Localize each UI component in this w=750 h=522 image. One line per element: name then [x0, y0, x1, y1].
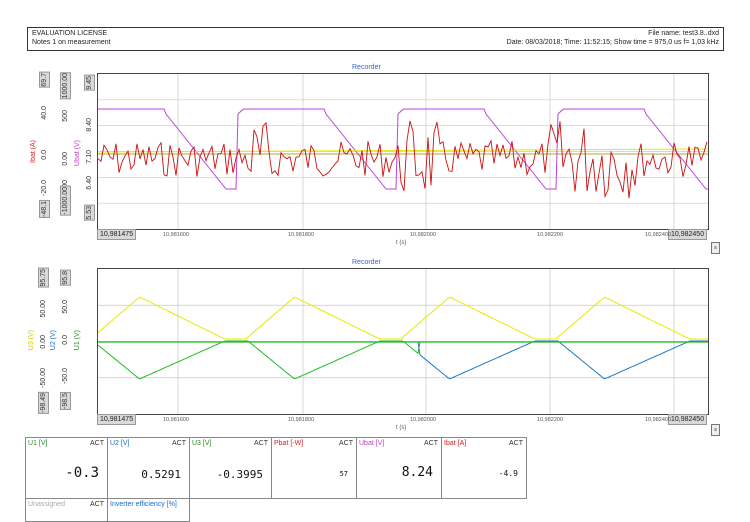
recorder1-x-tick: 10,982400: [645, 232, 671, 238]
u1-axis-min: -98.49: [38, 392, 49, 414]
meter-value: 0.5291: [141, 468, 181, 481]
ubat-trace: [98, 108, 708, 190]
meter-pbat[interactable]: Pbat [-W] ACT 57: [271, 437, 357, 499]
file-header: EVALUATION LICENSE Notes 1 on measuremen…: [27, 27, 724, 51]
recorder2-x-tick: 10,982000: [410, 417, 436, 423]
u1-axis-tick: 50.00: [40, 300, 47, 318]
meter-act: ACT: [172, 440, 186, 447]
ibat-axis-tick: 0.0: [41, 150, 48, 160]
aux-axis-tick: 6.40: [86, 176, 93, 190]
meter-label: Pbat [-W]: [274, 440, 304, 447]
aux-axis-max: 9.45: [84, 75, 95, 91]
ubat-axis-tick: 500: [62, 110, 69, 122]
ibat-axis-min: -48.1: [39, 200, 50, 218]
meter-act: ACT: [509, 440, 523, 447]
recorder1-x-end: 10,982450: [668, 229, 708, 240]
meter-act: ACT: [254, 440, 268, 447]
meter-value: 8.24: [401, 465, 433, 480]
recorder2-x-tick: 10,981600: [163, 417, 189, 423]
recorder1-x-tick: 10,981800: [288, 232, 314, 238]
meter-inverter-efficiency[interactable]: Inverter efficiency [%]: [107, 498, 190, 522]
recorder2-x-tick: 10,982200: [537, 417, 563, 423]
recorder2-x-end: 10,982450: [668, 414, 708, 425]
u2-axis-label: U2 (V): [50, 330, 57, 351]
recorder1-x-tick: 10,982200: [537, 232, 563, 238]
meter-label: Ibat [A]: [444, 440, 467, 447]
recorder2-x-tick: 10,982400: [645, 417, 671, 423]
recorder2-plot[interactable]: [97, 268, 709, 415]
recorder1-x-tick: 10,981600: [163, 232, 189, 238]
recorder1-x-start: 10,981475: [97, 229, 137, 240]
u2-axis-tick: -50.0: [62, 368, 69, 384]
recorder2-expand-icon[interactable]: s: [711, 424, 720, 436]
meter-value: -0.3: [65, 465, 99, 481]
recorder2-x-tick: 10,981800: [288, 417, 314, 423]
meter-u3[interactable]: U3 [V] ACT -0.3995: [189, 437, 272, 499]
meter-label: Unassigned: [28, 501, 65, 508]
ibat-axis-label: Ibat (A): [30, 140, 37, 163]
u2-axis-min: -98.5: [60, 392, 71, 410]
aux-axis-min: 5.53: [84, 205, 95, 221]
meter-ibat[interactable]: Ibat [A] ACT -4.9: [441, 437, 527, 499]
meter-act: ACT: [90, 440, 104, 447]
date-info-text: Date: 08/03/2018; Time: 11:52:15; Show t…: [506, 39, 719, 46]
recorder2-chart: [97, 269, 708, 414]
file-name-text: File name: test3.8..dxd: [648, 30, 719, 37]
meter-act: ACT: [424, 440, 438, 447]
u1-axis-max: 95.75: [38, 268, 49, 288]
meter-act: ACT: [339, 440, 353, 447]
license-text: EVALUATION LICENSE: [32, 30, 108, 37]
u2-axis-tick: 0.0: [62, 335, 69, 345]
ibat-axis-max: 69.7: [39, 72, 50, 88]
recorder1-plot[interactable]: [97, 73, 709, 230]
recorder2-x-start: 10,981475: [97, 414, 137, 425]
aux-trace: [97, 148, 709, 153]
u2-trace: [98, 340, 708, 380]
meter-value: -0.3995: [216, 468, 263, 481]
u2-axis-tick: 50.0: [62, 300, 69, 314]
recorder2-x-unit: t (s): [396, 425, 407, 431]
meter-label: U2 [V]: [110, 440, 130, 447]
u3-axis-label: U3 (V): [28, 330, 35, 351]
meter-u1[interactable]: U1 [V] ACT -0.3: [25, 437, 108, 499]
meter-value: -4.9: [498, 469, 518, 478]
u2-axis-max: 95.8: [60, 270, 71, 286]
u3-trace: [97, 296, 708, 340]
meter-ubat[interactable]: Ubat [V] ACT 8.24: [356, 437, 442, 499]
recorder1-chart: [97, 74, 709, 229]
ubat-axis-label: Ubat (V): [74, 140, 81, 167]
meter-label: U1 [V]: [28, 440, 48, 447]
ibat-trace: [97, 120, 708, 199]
meter-label: Ubat [V]: [359, 440, 385, 447]
notes-text: Notes 1 on measurement: [32, 39, 111, 46]
meter-u2[interactable]: U2 [V] ACT 0.5291: [107, 437, 190, 499]
recorder1-title: Recorder: [352, 64, 381, 71]
meter-act: ACT: [90, 501, 104, 508]
meter-label: U3 [V]: [192, 440, 212, 447]
u1-axis-label: U1 (V): [74, 330, 81, 351]
aux-axis-tick: 8.40: [86, 118, 93, 132]
ubat-axis-max: 1000.00: [60, 72, 71, 100]
ubat-axis-tick: 0.00: [62, 152, 69, 166]
recorder1-x-unit: t (s): [396, 240, 407, 246]
u1-axis-tick: -50.00: [40, 368, 47, 388]
ibat-axis-tick: 40.0: [41, 106, 48, 120]
recorder1-x-tick: 10,982000: [410, 232, 436, 238]
recorder1-expand-icon[interactable]: s: [711, 242, 720, 254]
meter-label: Inverter efficiency [%]: [110, 501, 177, 508]
meter-value: 57: [339, 470, 348, 478]
ibat-axis-tick: -20.0: [41, 180, 48, 196]
ubat-axis-min: -1000.00: [60, 186, 71, 216]
aux-axis-tick: 7.10: [86, 150, 93, 164]
u1-axis-tick: 0.00: [40, 335, 47, 349]
meter-unassigned[interactable]: Unassigned ACT: [25, 498, 108, 522]
recorder2-title: Recorder: [352, 259, 381, 266]
